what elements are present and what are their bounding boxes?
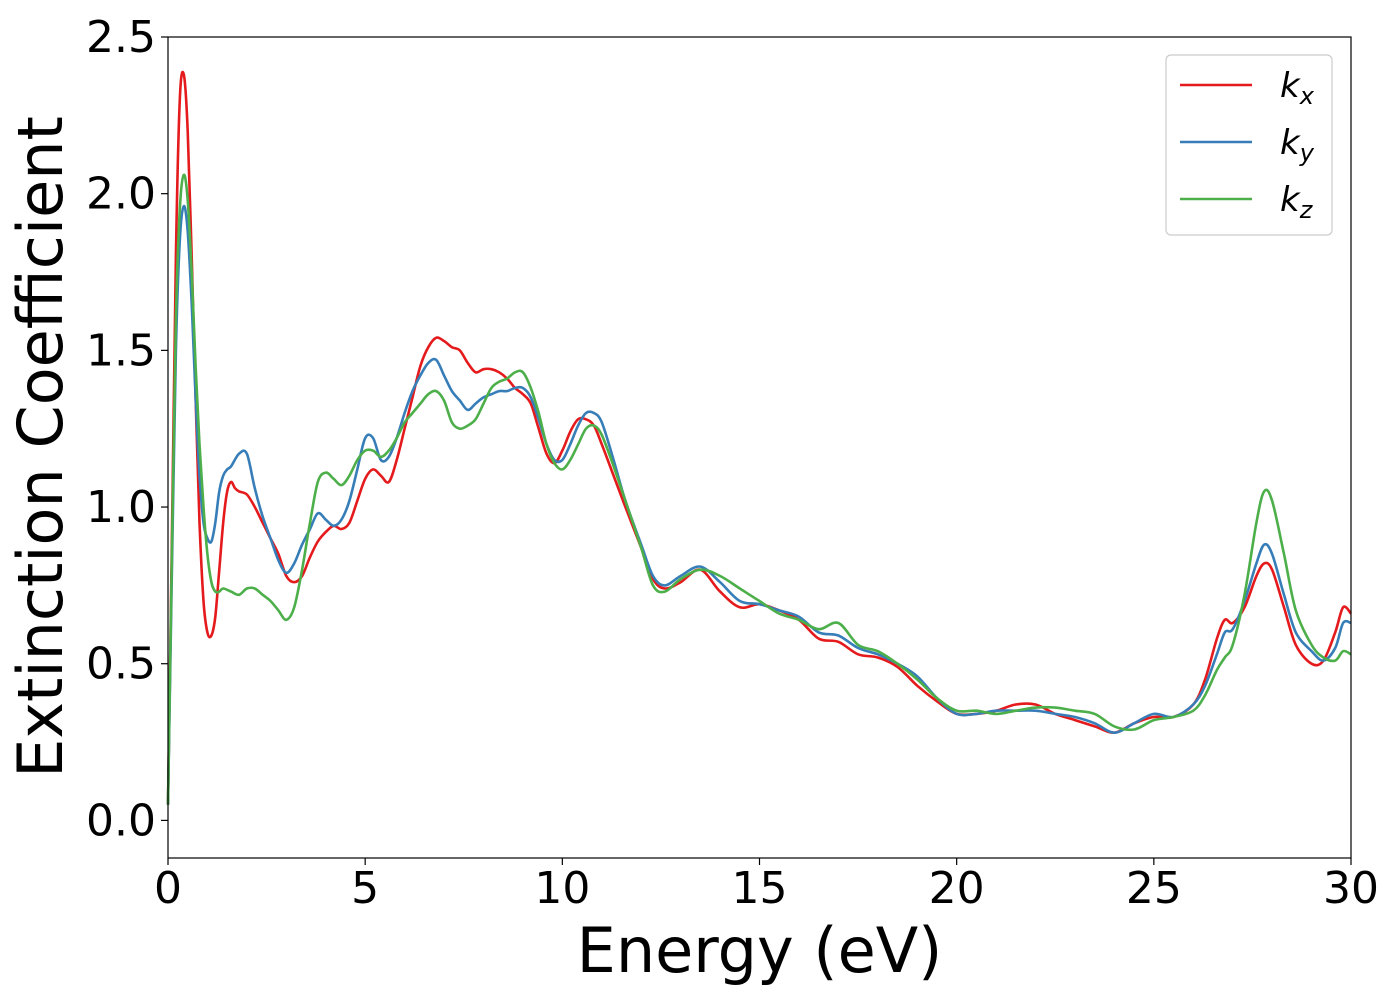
y-tick-label: 2.5 — [86, 12, 156, 63]
y-tick-label: 2.0 — [86, 169, 156, 220]
y-axis-label: Extinction Coefficient — [4, 116, 77, 778]
legend-box — [1165, 54, 1333, 236]
y-tick-label: 1.5 — [86, 325, 156, 376]
y-tick-label: 1.0 — [86, 482, 156, 533]
series-line-kz — [166, 173, 1352, 805]
x-tick-label: 25 — [1126, 863, 1182, 914]
ticks-layer: 0 5 10 15 20 25 30 0.0 0.5 1.0 1.5 2.0 2.5 — [86, 12, 1379, 914]
x-tick-label: 10 — [534, 863, 590, 914]
y-tick-label: 0.5 — [86, 639, 156, 690]
x-tick-label: 30 — [1323, 863, 1379, 914]
x-tick-label: 15 — [732, 863, 788, 914]
x-tick-label: 20 — [929, 863, 985, 914]
x-axis-label: Energy (eV) — [577, 914, 943, 987]
series-line-ky — [166, 204, 1352, 805]
x-tick-label: 5 — [351, 863, 379, 914]
x-tick-label: 0 — [154, 863, 182, 914]
y-tick-label: 0.0 — [86, 795, 156, 846]
series-layer — [166, 70, 1352, 805]
